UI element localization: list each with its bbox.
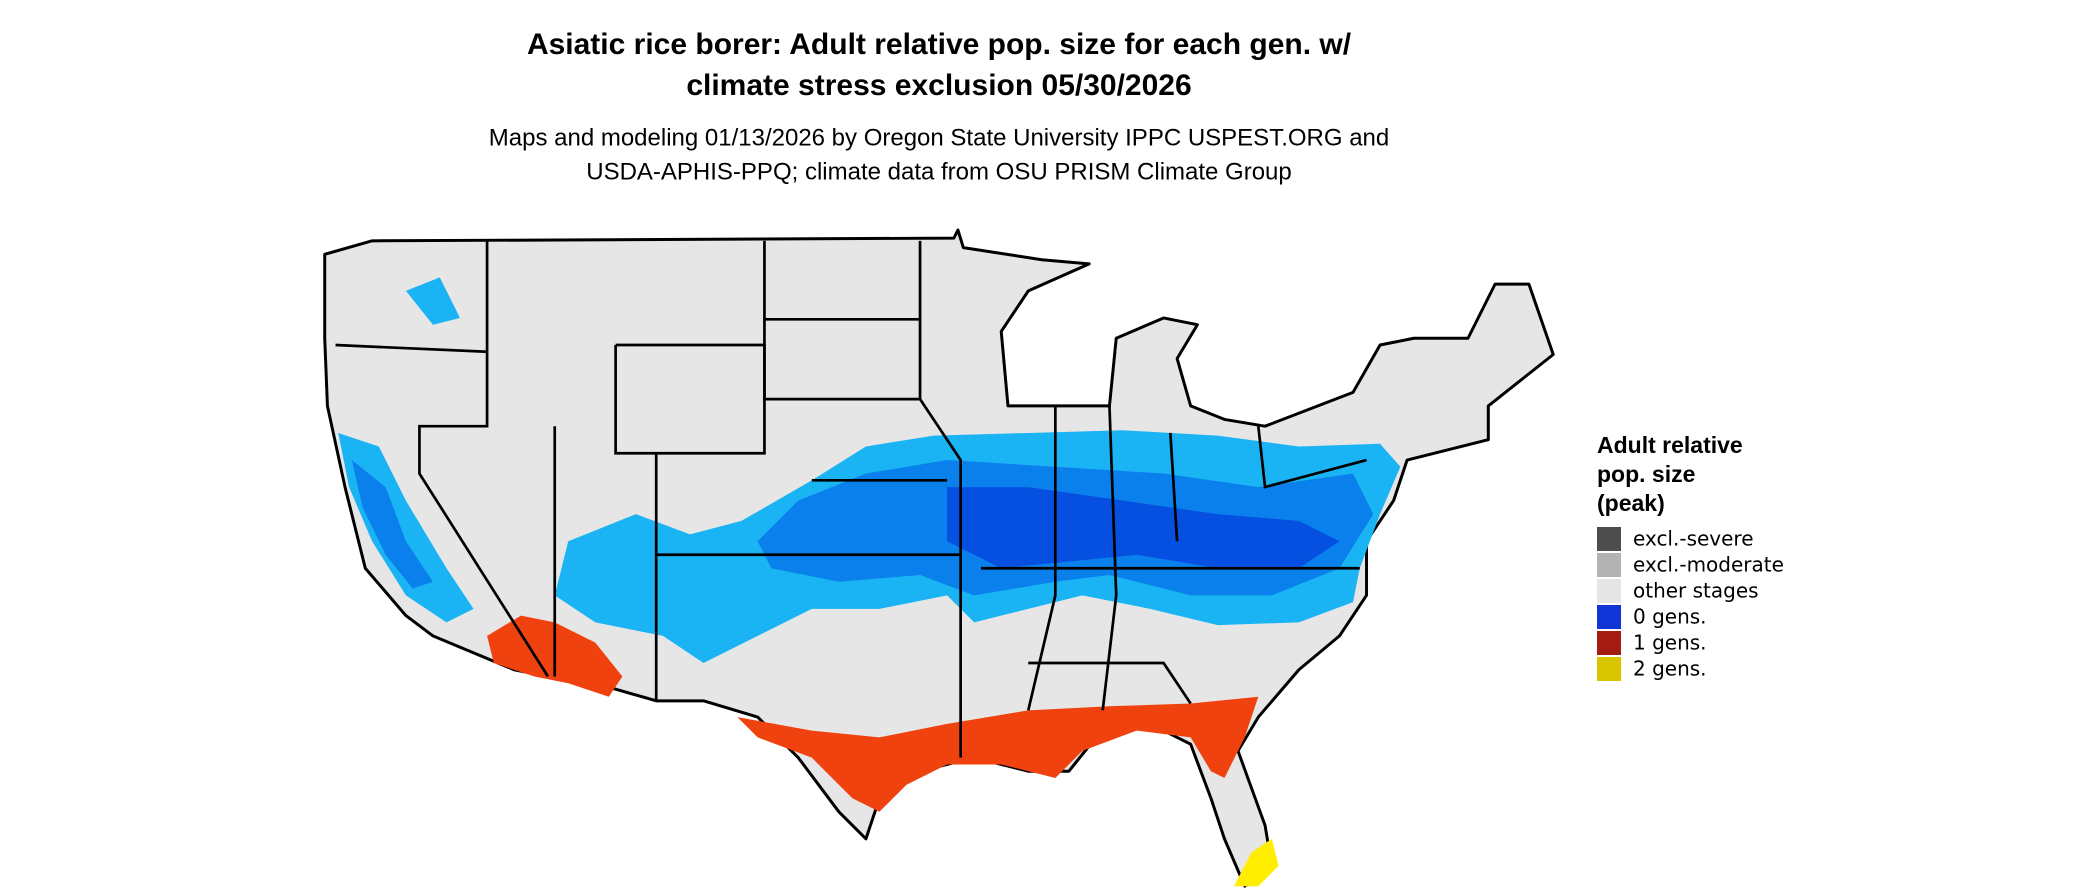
legend-label: 0 gens. [1633,605,1707,629]
state-borders [335,240,1367,758]
legend-label: excl.-moderate [1633,553,1784,577]
legend-title: (peak) [1597,490,1665,516]
region-dark-blue [947,487,1340,569]
us-map [323,228,1555,888]
legend-swatch [1597,553,1621,577]
region-west-blue [351,460,433,589]
legend-label: excl.-severe [1633,527,1754,551]
subtitle-line: USDA-APHIS-PPQ; climate data from OSU PR… [586,158,1292,185]
subtitle-line: Maps and modeling 01/13/2026 by Oregon S… [489,124,1389,151]
title-line: Asiatic rice borer: Adult relative pop. … [527,28,1352,61]
legend-title: pop. size [1597,461,1695,487]
legend-swatch [1597,657,1621,681]
region-northwest-blue [405,277,461,325]
legend-label: other stages [1633,579,1759,603]
title-line: climate stress exclusion 05/30/2026 [686,69,1191,102]
region-florida-yellow [1233,838,1279,887]
legend-title: Adult relative [1597,432,1743,458]
legend-swatch [1597,579,1621,603]
legend-swatch [1597,527,1621,551]
legend-label: 1 gens. [1633,631,1707,655]
legend-swatch [1597,605,1621,629]
legend-swatch [1597,631,1621,655]
region-gulf-red [737,696,1259,812]
legend-label: 2 gens. [1633,657,1707,681]
